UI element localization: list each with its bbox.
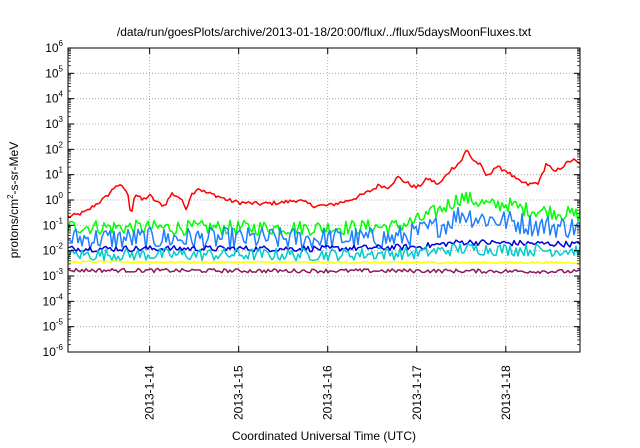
y-tick-exponent: 3	[59, 115, 64, 124]
y-tick-base: 10	[43, 244, 57, 258]
y-tick-label: 103	[45, 115, 63, 131]
y-tick-exponent: 6	[59, 39, 64, 48]
y-axis-label-sup: 2	[6, 194, 15, 199]
x-tick-label: 2013-1-14	[143, 365, 157, 420]
x-tick-labels: 2013-1-14 2013-1-15 2013-1-16 2013-1-17 2013…	[143, 365, 513, 420]
y-axis-label: protons/cm2-s-sr-MeV	[6, 142, 21, 258]
y-tick-label: 10-4	[43, 292, 64, 308]
y-tick-exponent: -6	[56, 343, 64, 352]
y-tick-exponent: -3	[56, 267, 64, 276]
y-tick-exponent: 5	[59, 64, 64, 73]
y-tick-label: 10-1	[43, 216, 64, 232]
y-tick-label: 101	[45, 166, 63, 182]
y-tick-exponent: 2	[59, 140, 64, 149]
series-line	[67, 149, 581, 218]
y-tick-exponent: 4	[59, 90, 64, 99]
y-tick-exponent: -5	[56, 318, 64, 327]
y-tick-base: 10	[45, 41, 59, 55]
x-tick-label: 2013-1-17	[410, 365, 424, 420]
x-tick-label: 2013-1-15	[232, 365, 246, 420]
y-axis-label-post: -s-sr-MeV	[7, 142, 21, 195]
series-line	[67, 267, 581, 275]
y-tick-label: 106	[45, 39, 63, 55]
y-tick-base: 10	[45, 193, 59, 207]
y-tick-exponent: -4	[56, 292, 64, 301]
y-tick-labels: 10-610-510-410-310-210-11001011021031041…	[43, 39, 64, 359]
y-tick-label: 102	[45, 140, 63, 156]
y-tick-exponent: 0	[59, 191, 64, 200]
series-line	[67, 260, 581, 265]
y-axis-label-pre: protons/cm	[7, 199, 21, 258]
y-tick-label: 100	[45, 191, 63, 207]
series-line	[67, 242, 581, 262]
grid-lines	[68, 48, 580, 352]
axis-ticks	[68, 47, 580, 353]
x-tick-label: 2013-1-16	[321, 365, 335, 420]
x-tick-label: 2013-1-18	[499, 365, 513, 420]
y-tick-base: 10	[45, 117, 59, 131]
y-tick-label: 10-3	[43, 267, 64, 283]
series-line	[67, 239, 581, 253]
series-line	[67, 191, 581, 237]
chart-title: /data/run/goesPlots/archive/2013-01-18/2…	[117, 25, 532, 39]
y-tick-exponent: -2	[56, 242, 64, 251]
y-tick-base: 10	[45, 142, 59, 156]
y-tick-label: 10-2	[43, 242, 64, 258]
y-tick-base: 10	[45, 168, 59, 182]
y-tick-base: 10	[43, 345, 57, 359]
y-tick-label: 10-5	[43, 318, 64, 334]
y-tick-exponent: -1	[56, 216, 64, 225]
y-tick-base: 10	[45, 66, 59, 80]
y-tick-base: 10	[45, 92, 59, 106]
series-group	[67, 149, 581, 275]
y-tick-label: 104	[45, 90, 63, 106]
y-tick-base: 10	[43, 218, 57, 232]
y-tick-exponent: 1	[59, 166, 64, 175]
y-tick-label: 10-6	[43, 343, 64, 359]
series-line	[67, 206, 581, 251]
y-tick-base: 10	[43, 294, 57, 308]
y-tick-base: 10	[43, 269, 57, 283]
y-tick-base: 10	[43, 320, 57, 334]
x-axis-label: Coordinated Universal Time (UTC)	[232, 429, 416, 443]
y-tick-label: 105	[45, 64, 63, 80]
